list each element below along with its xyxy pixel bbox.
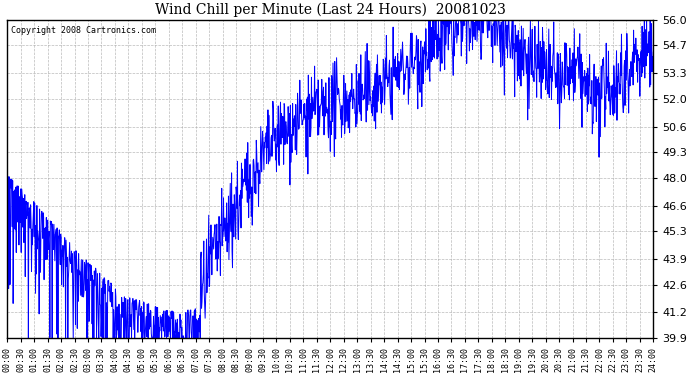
Title: Wind Chill per Minute (Last 24 Hours)  20081023: Wind Chill per Minute (Last 24 Hours) 20… <box>155 3 506 17</box>
Text: Copyright 2008 Cartronics.com: Copyright 2008 Cartronics.com <box>10 26 155 35</box>
